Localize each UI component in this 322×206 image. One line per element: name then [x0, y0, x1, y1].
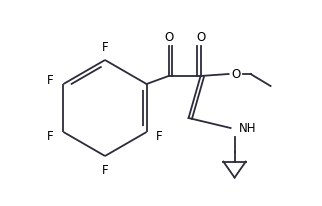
- Text: O: O: [164, 30, 173, 43]
- Text: F: F: [156, 130, 163, 143]
- Text: O: O: [231, 68, 240, 81]
- Text: F: F: [47, 74, 54, 87]
- Text: NH: NH: [239, 122, 256, 135]
- Text: O: O: [196, 30, 205, 43]
- Text: F: F: [102, 164, 108, 177]
- Text: F: F: [102, 41, 108, 54]
- Text: F: F: [47, 130, 54, 143]
